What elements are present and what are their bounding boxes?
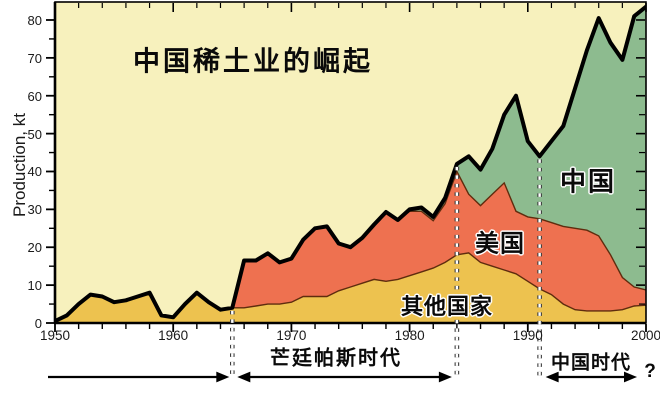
question-mark: ? xyxy=(644,361,656,382)
x-tick-label: 2000 xyxy=(630,328,660,343)
x-tick-label: 1990 xyxy=(512,328,543,343)
chart-title: 中国稀土业的崛起 xyxy=(133,46,373,77)
series-label-other-countries: 其他国家 xyxy=(400,294,494,319)
y-tick-label: 60 xyxy=(27,88,42,104)
y-tick-label: 80 xyxy=(27,12,42,28)
x-tick-label: 1980 xyxy=(394,328,425,343)
series-label-usa: 美国 xyxy=(475,230,525,258)
y-tick-label: 70 xyxy=(27,50,42,66)
y-tick-label: 0 xyxy=(34,316,42,331)
x-tick-label: 1970 xyxy=(276,328,307,343)
x-tick-label: 1960 xyxy=(158,328,189,343)
y-tick-label: 50 xyxy=(27,126,42,142)
x-tick-label: 1950 xyxy=(39,328,71,343)
y-tick-label: 20 xyxy=(27,240,42,256)
y-tick-label: 30 xyxy=(27,202,42,218)
series-label-china: 中国 xyxy=(559,166,617,197)
era-label-china-era: 中国时代 xyxy=(550,352,632,374)
y-tick-label: 10 xyxy=(27,278,42,294)
y-tick-label: 40 xyxy=(27,164,42,180)
era-label-mountain-pass: 芒廷帕斯时代 xyxy=(270,347,402,370)
